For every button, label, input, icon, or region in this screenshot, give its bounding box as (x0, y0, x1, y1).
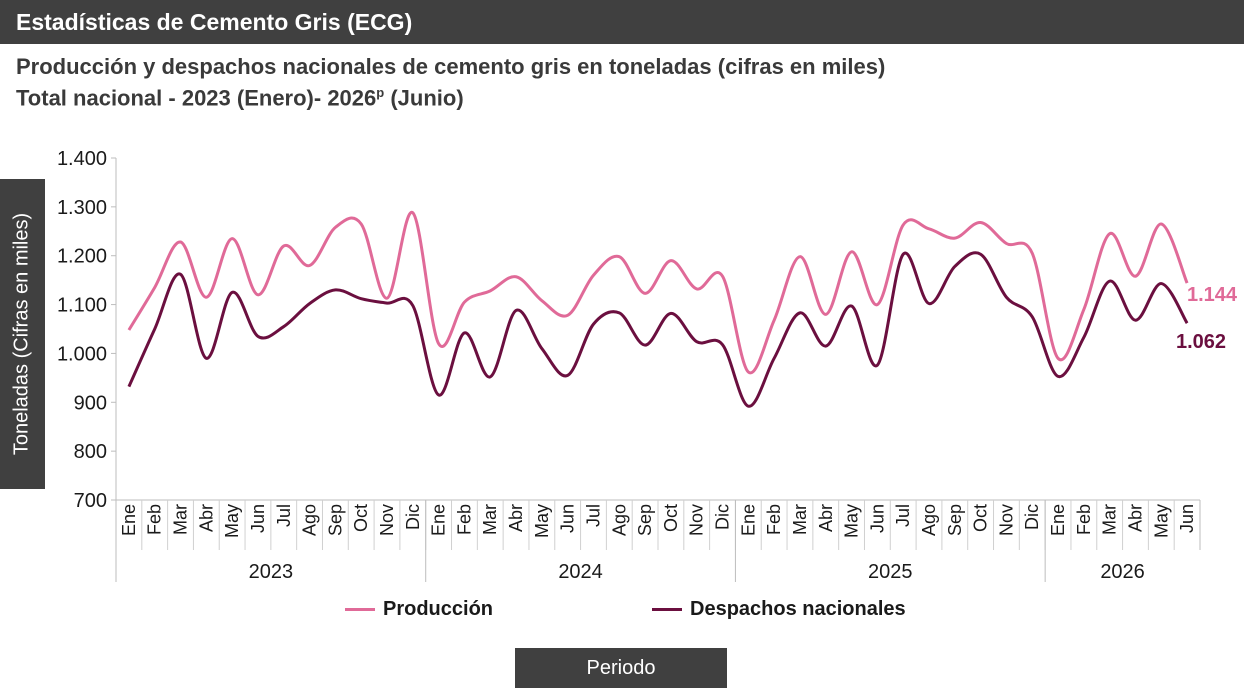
header-bar: Estadísticas de Cemento Gris (ECG) (0, 0, 1250, 44)
x-tick-label: Mar (480, 504, 500, 535)
y-tick-label: 1.200 (57, 246, 107, 268)
x-tick-label: Jul (583, 504, 603, 527)
x-tick-label: Feb (1074, 504, 1094, 535)
x-year-label: 2023 (249, 561, 294, 583)
y-tick-label: 1.100 (57, 295, 107, 317)
x-axis-label: Periodo (586, 657, 656, 679)
x-tick-label: Mar (1100, 504, 1120, 535)
x-tick-label: Jun (248, 504, 268, 533)
legend-swatch-despachos (652, 608, 682, 611)
x-tick-label: Feb (145, 504, 165, 535)
chart-subtitle-sup: p (376, 85, 385, 100)
x-tick-label: Sep (945, 504, 965, 536)
x-tick-label: Ago (919, 504, 939, 536)
legend-label-despachos: Despachos nacionales (690, 598, 906, 620)
x-tick-label: Sep (325, 504, 345, 536)
x-tick-label: Jun (867, 504, 887, 533)
x-tick-label: Mar (171, 504, 191, 535)
chart-subtitle-main: Total nacional - 2023 (Enero)- 2026 (16, 85, 377, 111)
x-tick-label: Ene (429, 504, 449, 536)
x-tick-label: Oct (971, 504, 991, 532)
x-year-label: 2026 (1100, 561, 1145, 583)
x-tick-label: Nov (687, 504, 707, 536)
series-line-despachos (127, 251, 1189, 408)
x-tick-label: Dic (403, 504, 423, 530)
x-tick-label: Feb (454, 504, 474, 535)
legend-item-produccion: Producción (345, 598, 493, 621)
x-tick-label: Abr (1125, 504, 1145, 532)
data-label-despachos-end: 1.062 (1176, 331, 1226, 353)
x-tick-label: Nov (996, 504, 1016, 536)
legend-item-despachos: Despachos nacionales (652, 598, 906, 621)
x-tick-label: May (222, 504, 242, 538)
x-tick-label: Oct (351, 504, 371, 532)
legend-label-produccion: Producción (383, 598, 494, 620)
y-tick-label: 1.300 (57, 197, 107, 219)
data-label-produccion-end: 1.144 (1187, 284, 1238, 306)
y-axis-label-box (0, 179, 45, 489)
x-year-label: 2025 (868, 561, 913, 583)
x-tick-label: Ago (300, 504, 320, 536)
x-tick-label: Dic (713, 504, 733, 530)
x-tick-label: Feb (764, 504, 784, 535)
x-tick-label: Jul (893, 504, 913, 527)
x-tick-label: Oct (661, 504, 681, 532)
x-year-label: 2024 (558, 561, 603, 583)
x-tick-label: May (532, 504, 552, 538)
x-tick-label: Ene (1048, 504, 1068, 536)
series-line-produccion (127, 211, 1189, 375)
x-tick-label: Ene (738, 504, 758, 536)
x-tick-label: Ene (119, 504, 139, 536)
y-tick-label: 1.000 (57, 343, 107, 365)
x-tick-label: Sep (635, 504, 655, 536)
x-tick-label: Jun (1177, 504, 1197, 533)
y-tick-label: 700 (74, 490, 107, 512)
x-tick-label: Abr (816, 504, 836, 532)
x-tick-label: Abr (196, 504, 216, 532)
x-tick-label: Jul (274, 504, 294, 527)
y-tick-label: 800 (74, 441, 107, 463)
x-tick-label: Ago (609, 504, 629, 536)
x-tick-label: May (842, 504, 862, 538)
chart-title: Producción y despachos nacionales de cem… (16, 54, 886, 79)
legend-swatch-produccion (345, 608, 375, 611)
y-tick-label: 1.400 (57, 148, 107, 170)
header-title: Estadísticas de Cemento Gris (ECG) (16, 9, 413, 35)
x-tick-label: Jun (558, 504, 578, 533)
x-axis-label-box: Periodo (515, 648, 727, 688)
x-tick-label: Nov (377, 504, 397, 536)
x-tick-label: Abr (506, 504, 526, 532)
x-tick-label: Dic (1022, 504, 1042, 530)
x-tick-label: May (1151, 504, 1171, 538)
chart-subtitle: Total nacional - 2023 (Enero)- 2026p (Ju… (16, 85, 464, 111)
chart-subtitle-tail: (Junio) (384, 85, 464, 111)
y-tick-label: 900 (74, 392, 107, 414)
x-tick-label: Mar (790, 504, 810, 535)
header-bar-edge (1244, 0, 1250, 44)
